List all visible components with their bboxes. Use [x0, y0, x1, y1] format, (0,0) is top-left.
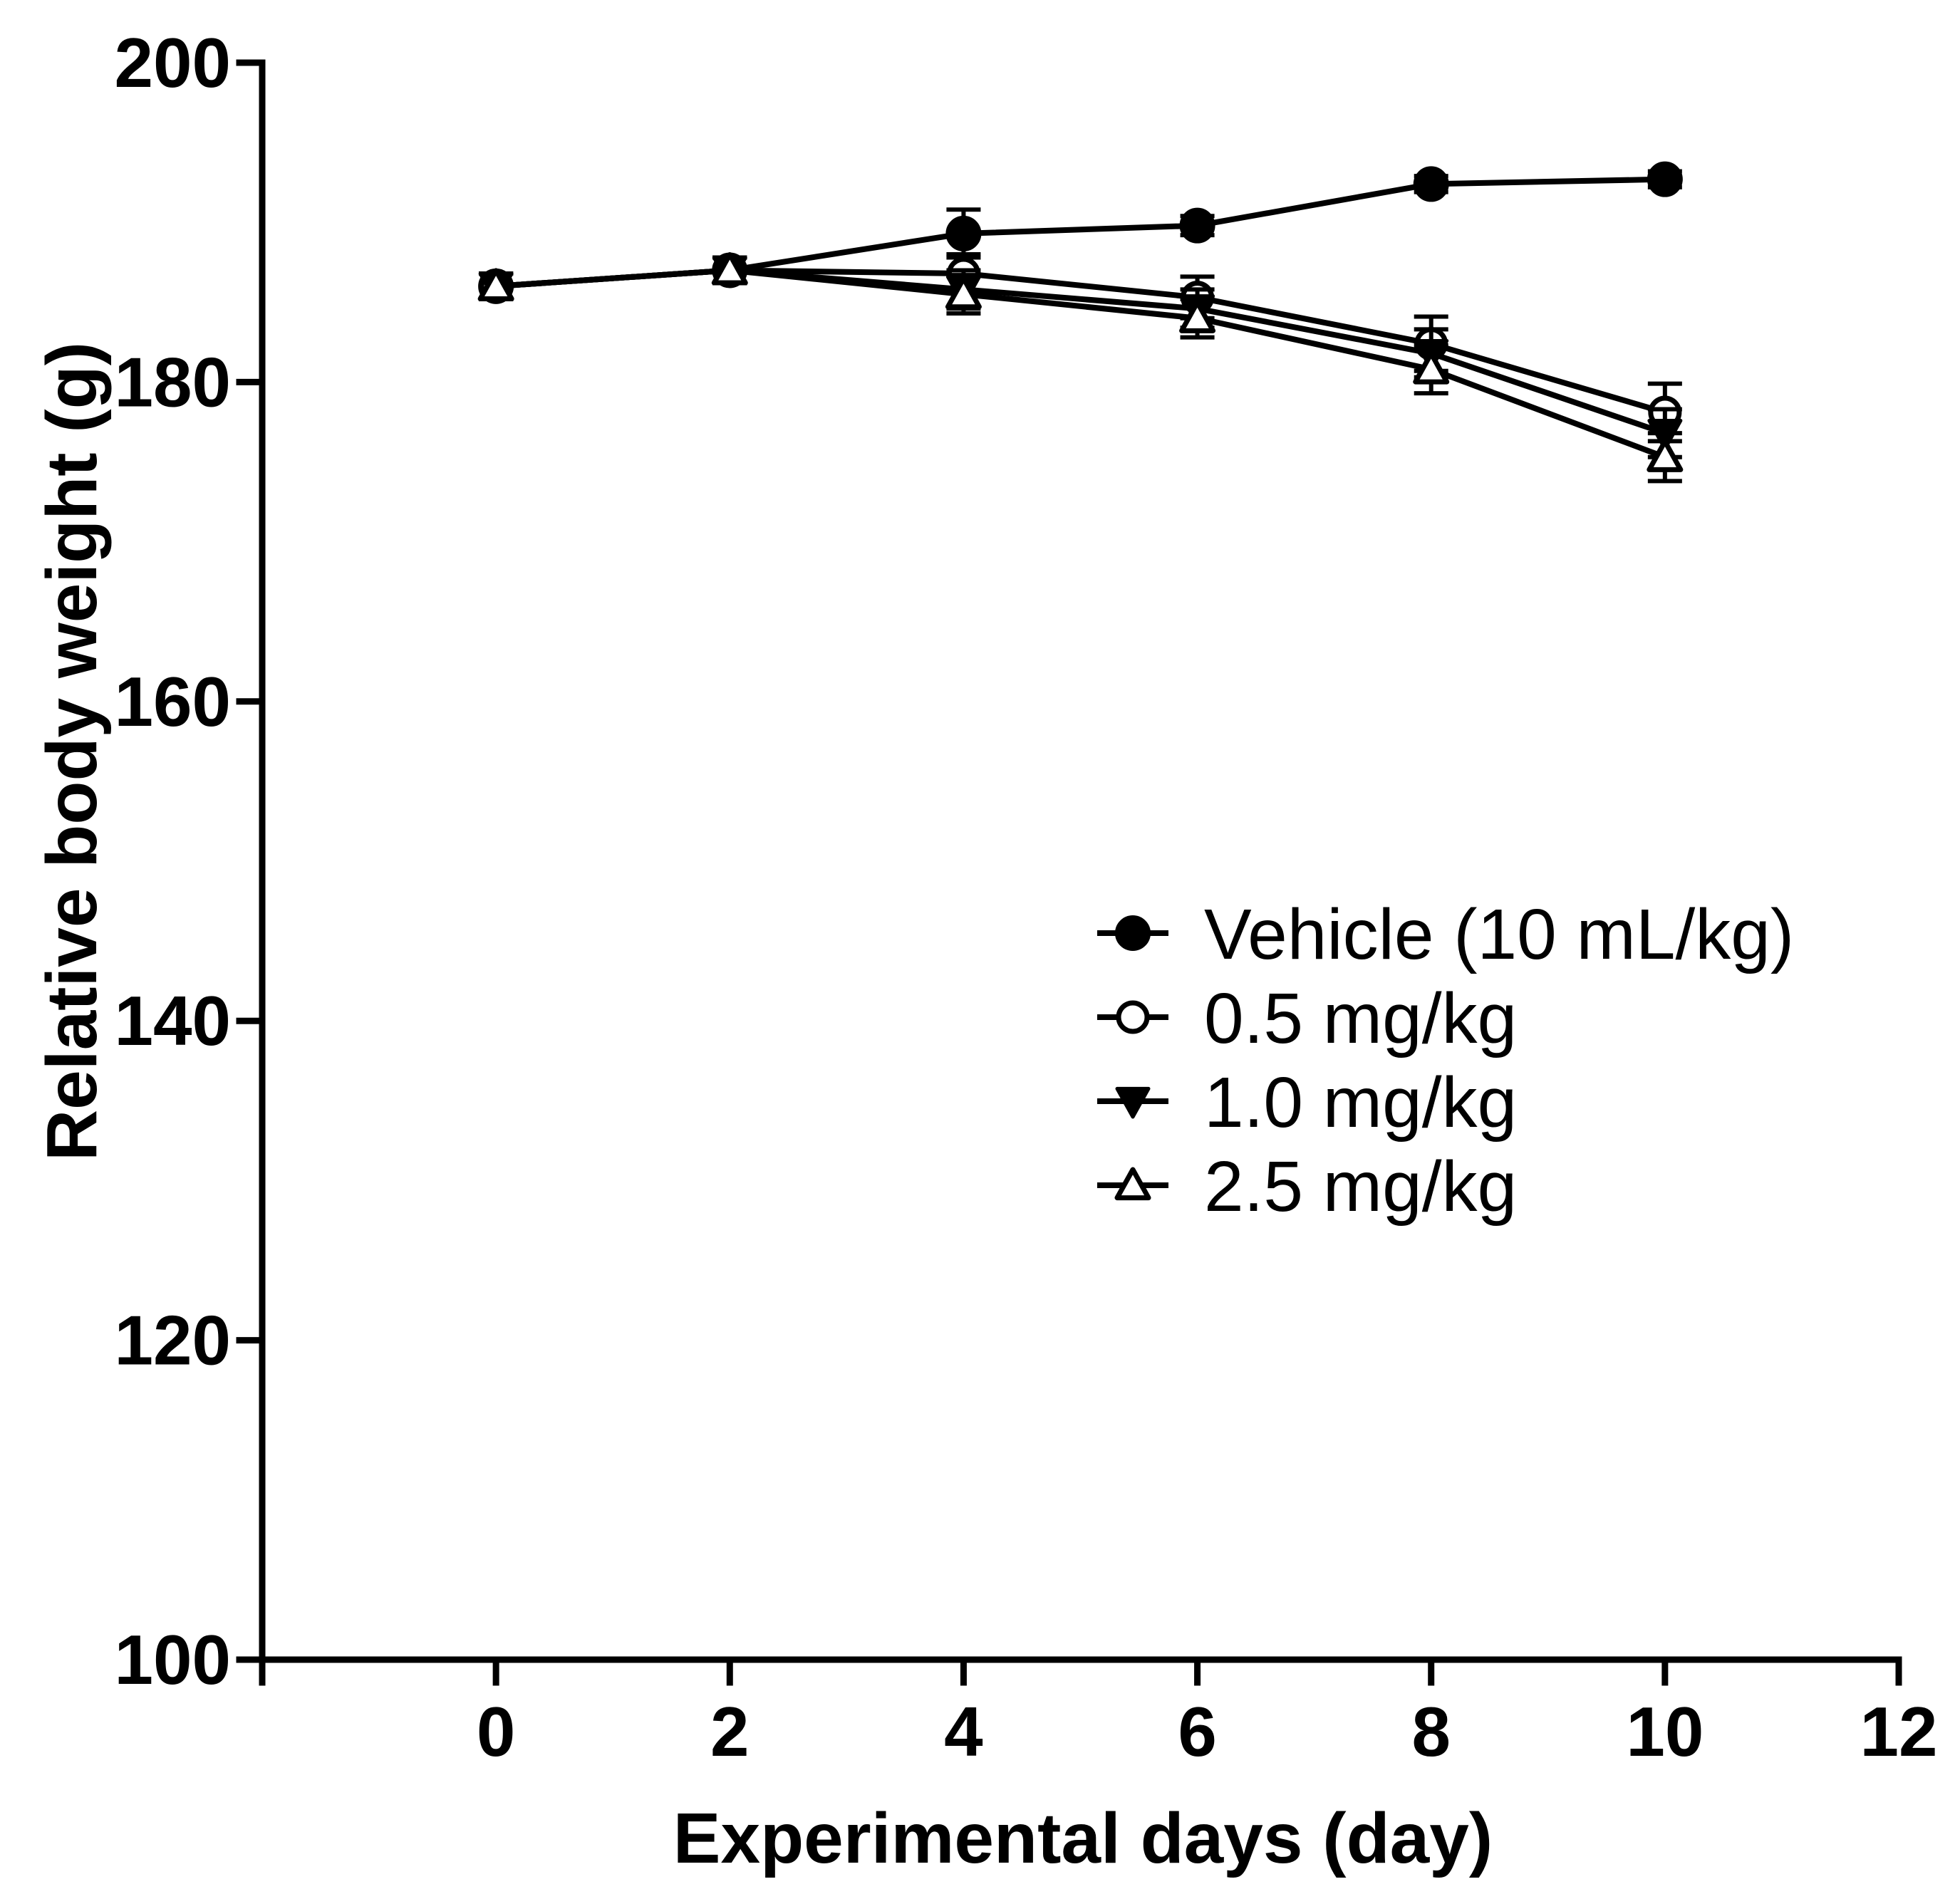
y-tick-label: 120 [114, 1301, 231, 1380]
marker-open-triangle-up [1179, 300, 1216, 333]
x-tick-label: 10 [1626, 1692, 1704, 1771]
marker-open-triangle-up [1413, 350, 1450, 385]
y-axis-title: Relative body weight (g) [32, 342, 112, 1161]
legend-label: 0.5 mg/kg [1204, 979, 1517, 1058]
legend-item-1: 0.5 mg/kg [1097, 979, 1517, 1058]
series-line [495, 267, 1666, 460]
y-tick-label: 140 [114, 982, 231, 1060]
series-1 [479, 252, 1682, 444]
x-tick-label: 0 [477, 1692, 516, 1771]
marker-open-triangle-up [1114, 1167, 1151, 1201]
legend-label: 2.5 mg/kg [1204, 1147, 1517, 1227]
y-tick-label: 160 [114, 662, 231, 741]
series-line [495, 267, 1666, 436]
x-tick-label: 2 [710, 1692, 750, 1771]
legend-item-2: 1.0 mg/kg [1097, 1063, 1517, 1143]
y-tick-label: 180 [114, 343, 231, 421]
marker-filled-circle [945, 215, 982, 251]
legend-item-3: 2.5 mg/kg [1097, 1147, 1517, 1227]
legend-label: Vehicle (10 mL/kg) [1204, 895, 1794, 974]
y-tick-label: 100 [114, 1620, 231, 1699]
x-tick-label: 12 [1860, 1692, 1937, 1771]
marker-open-triangle-up [477, 268, 514, 301]
series-3 [477, 251, 1684, 484]
x-tick-label: 8 [1411, 1692, 1451, 1771]
series-0 [478, 161, 1683, 304]
marker-filled-circle [1647, 161, 1683, 197]
marker-open-triangle-up [711, 251, 748, 286]
marker-filled-circle [1115, 915, 1151, 951]
axes: 100 120 140 160 180 200 0 2 4 6 8 10 12 [114, 24, 1937, 1771]
series-group [477, 161, 1684, 484]
x-tick-label: 4 [944, 1692, 983, 1771]
series-line [495, 176, 1665, 289]
marker-open-triangle-up [945, 276, 982, 310]
marker-filled-circle [1413, 166, 1449, 202]
x-axis-title: Experimental days (day) [673, 1799, 1493, 1878]
marker-filled-triangle-down [1115, 1086, 1151, 1119]
marker-open-triangle-up [1647, 439, 1684, 472]
legend-label: 1.0 mg/kg [1204, 1063, 1517, 1143]
marker-filled-circle [1179, 207, 1215, 244]
x-tick-label: 6 [1178, 1692, 1217, 1771]
marker-open-circle [1116, 1000, 1150, 1034]
legend: Vehicle (10 mL/kg)0.5 mg/kg1.0 mg/kg2.5 … [1097, 895, 1794, 1227]
y-tick-label: 200 [114, 24, 231, 102]
legend-item-0: Vehicle (10 mL/kg) [1097, 895, 1794, 974]
